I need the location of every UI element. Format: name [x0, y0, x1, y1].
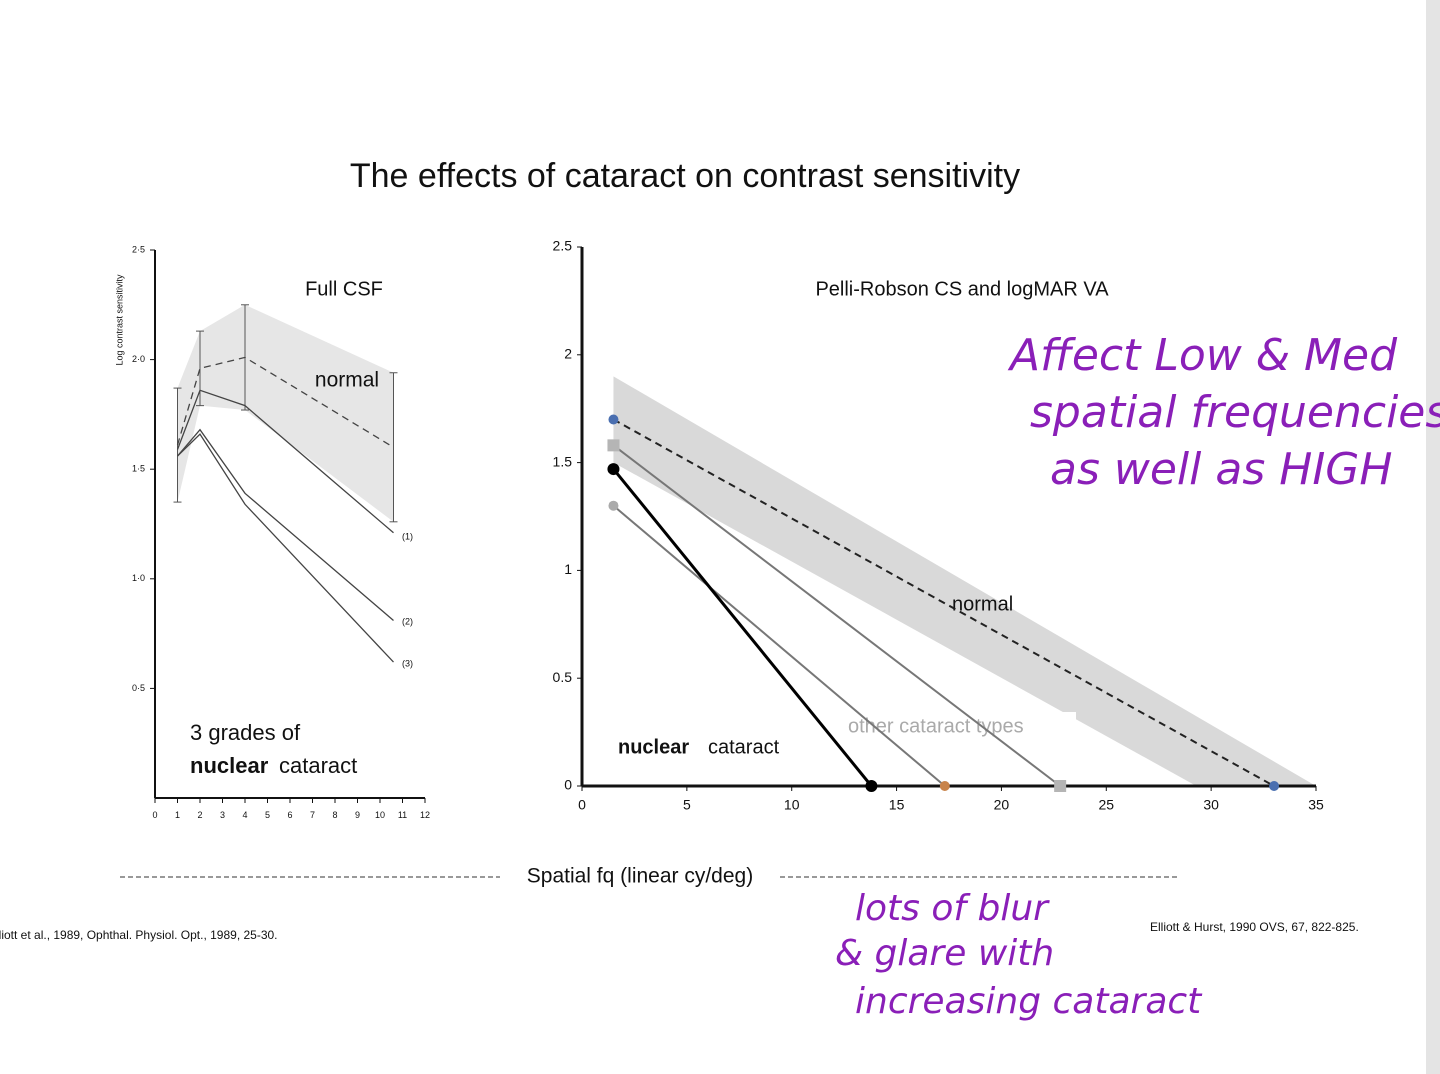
- marker: [865, 780, 878, 792]
- x-tick-label: 8: [332, 810, 337, 820]
- x-tick-label: 12: [420, 810, 430, 820]
- x-tick-label: 6: [287, 810, 292, 820]
- handwritten-note: as well as HIGH: [1050, 444, 1392, 495]
- x-tick-label: 9: [355, 810, 360, 820]
- x-tick-label: 15: [889, 796, 905, 812]
- y-tick-label: 1.5: [553, 453, 573, 469]
- window-edge: [1426, 0, 1440, 1074]
- series-label: (2): [402, 616, 413, 626]
- annotation: other cataract types: [848, 715, 1024, 737]
- series-label: normal: [952, 593, 1013, 615]
- label-backdrop: [840, 712, 1076, 742]
- citation: Elliott et al., 1989, Ophthal. Physiol. …: [0, 928, 278, 942]
- x-tick-label: 35: [1308, 796, 1324, 812]
- handwritten-note: & glare with: [835, 933, 1054, 974]
- slide-title: The effects of cataract on contrast sens…: [350, 157, 1020, 195]
- marker: [608, 414, 619, 425]
- y-axis-label: Log contrast sensitivity: [114, 274, 124, 366]
- x-tick-label: 10: [375, 810, 385, 820]
- x-tick-label: 4: [242, 810, 247, 820]
- series-line: [612, 468, 873, 787]
- citation: Elliott & Hurst, 1990 OVS, 67, 822-825.: [1150, 920, 1359, 934]
- handwritten-note: lots of blur: [855, 888, 1050, 929]
- chart-title: Full CSF: [305, 278, 383, 300]
- marker: [939, 781, 950, 791]
- handwritten-note: spatial frequencies: [1030, 387, 1440, 438]
- y-tick-label: 0: [564, 777, 572, 793]
- annotation: nuclear: [190, 753, 269, 778]
- x-tick-label: 25: [1098, 796, 1114, 812]
- annotation: nuclear: [618, 736, 689, 758]
- x-tick-label: 30: [1203, 796, 1219, 812]
- series-line: [177, 433, 394, 663]
- y-tick-label: 1·5: [132, 464, 145, 474]
- x-tick-label: 20: [994, 796, 1010, 812]
- series-label: (1): [402, 531, 413, 541]
- series-label: normal: [315, 369, 379, 392]
- marker: [607, 463, 620, 476]
- marker: [608, 500, 619, 511]
- handwritten-note: Affect Low & Med: [1007, 330, 1398, 381]
- handwritten-note: increasing cataract: [855, 981, 1203, 1022]
- y-tick-label: 2·0: [132, 354, 145, 364]
- series-line: [176, 389, 394, 534]
- y-tick-label: 1·0: [132, 573, 145, 583]
- x-tick-label: 0: [578, 796, 586, 812]
- x-tick-label: 1: [175, 810, 180, 820]
- confidence-band: [177, 304, 394, 522]
- confidence-band: [613, 376, 1316, 786]
- x-tick-label: 0: [152, 810, 157, 820]
- x-tick-label: 11: [398, 810, 407, 820]
- marker: [1054, 780, 1067, 792]
- y-tick-label: 2·5: [132, 244, 145, 254]
- chart-title: Pelli-Robson CS and logMAR VA: [815, 278, 1109, 300]
- series-label: (3): [402, 658, 413, 668]
- annotation: cataract: [708, 736, 780, 758]
- annotation: 3 grades of: [190, 720, 301, 745]
- series-line: [177, 428, 394, 621]
- y-tick-label: 1: [564, 561, 572, 577]
- y-tick-label: 2.5: [553, 238, 573, 254]
- series-line: [612, 418, 1275, 787]
- x-tick-label: 3: [220, 810, 225, 820]
- x-axis-label: Spatial fq (linear cy/deg): [527, 865, 753, 888]
- marker: [1269, 781, 1280, 791]
- x-tick-label: 2: [197, 810, 202, 820]
- marker: [607, 439, 620, 452]
- y-tick-label: 0·5: [132, 683, 145, 693]
- y-tick-label: 0.5: [553, 669, 573, 685]
- x-tick-label: 7: [310, 810, 315, 820]
- series-line: [612, 504, 946, 787]
- series-line: [612, 444, 1061, 787]
- x-tick-label: 10: [784, 796, 800, 812]
- annotation: cataract: [279, 753, 357, 778]
- x-tick-label: 5: [265, 810, 270, 820]
- x-tick-label: 5: [683, 796, 691, 812]
- y-tick-label: 2: [564, 346, 572, 362]
- series-line: [176, 356, 394, 448]
